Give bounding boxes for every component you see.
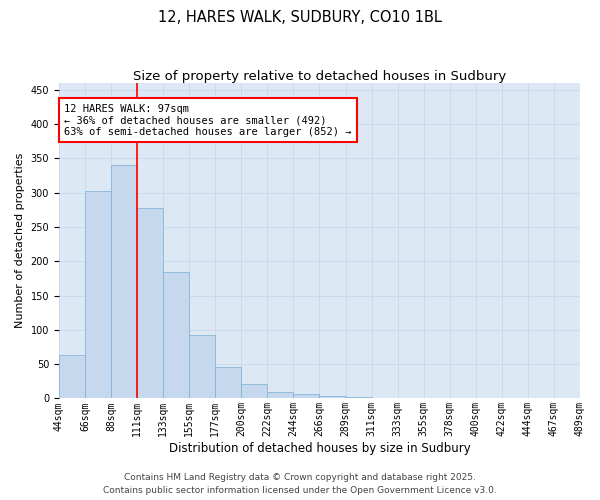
Bar <box>293 394 319 398</box>
Bar <box>163 272 189 398</box>
Text: 12, HARES WALK, SUDBURY, CO10 1BL: 12, HARES WALK, SUDBURY, CO10 1BL <box>158 10 442 25</box>
Bar <box>189 334 215 398</box>
Bar <box>111 166 137 398</box>
Text: 12 HARES WALK: 97sqm
← 36% of detached houses are smaller (492)
63% of semi-deta: 12 HARES WALK: 97sqm ← 36% of detached h… <box>64 104 352 137</box>
Bar <box>215 367 241 398</box>
Bar <box>319 396 346 398</box>
Bar <box>268 392 293 398</box>
Text: Contains HM Land Registry data © Crown copyright and database right 2025.
Contai: Contains HM Land Registry data © Crown c… <box>103 474 497 495</box>
Bar <box>59 355 85 399</box>
Y-axis label: Number of detached properties: Number of detached properties <box>15 153 25 328</box>
Bar <box>85 192 111 398</box>
X-axis label: Distribution of detached houses by size in Sudbury: Distribution of detached houses by size … <box>169 442 470 455</box>
Title: Size of property relative to detached houses in Sudbury: Size of property relative to detached ho… <box>133 70 506 83</box>
Bar <box>241 384 268 398</box>
Bar <box>137 208 163 398</box>
Bar <box>346 397 371 398</box>
